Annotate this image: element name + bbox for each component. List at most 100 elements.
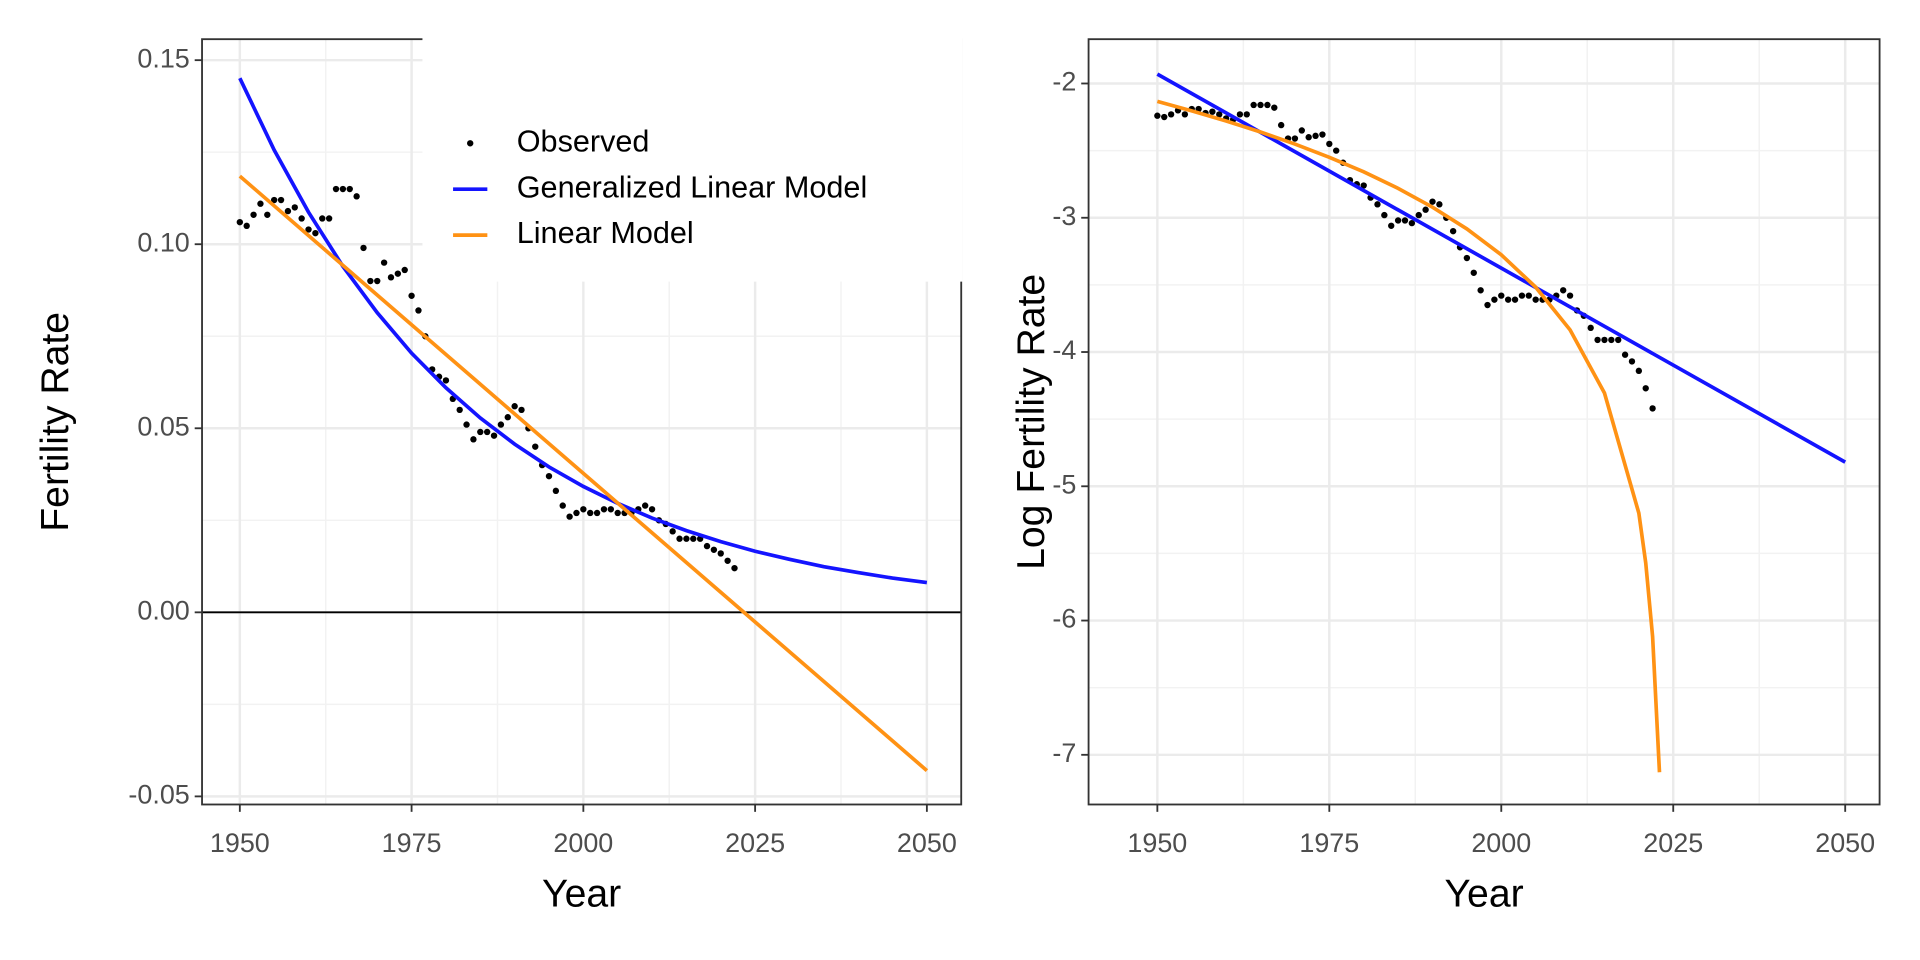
data-point (1401, 217, 1409, 224)
data-point (1498, 292, 1505, 299)
y-tick-label: -7 (1052, 738, 1076, 768)
data-point (1312, 132, 1319, 140)
data-point (367, 277, 374, 285)
data-point (1257, 101, 1264, 109)
data-point (703, 542, 711, 550)
data-point (511, 403, 518, 410)
data-point (1167, 111, 1175, 118)
data-point (1250, 101, 1257, 109)
y-axis-title: Fertility Rate (34, 312, 77, 532)
legend-symbol (467, 140, 474, 147)
x-tick-label: 1950 (210, 828, 270, 858)
data-point (1511, 296, 1519, 303)
data-point (1408, 219, 1416, 227)
data-point (1422, 206, 1429, 213)
data-point (1615, 336, 1622, 344)
legend-background (422, 36, 963, 282)
data-point (731, 564, 738, 572)
x-tick-label: 2050 (1815, 828, 1875, 858)
data-point (483, 428, 491, 436)
y-tick-label: 0.10 (137, 227, 189, 257)
data-layer (236, 77, 929, 773)
data-point (339, 185, 347, 193)
data-point (1326, 140, 1333, 148)
data-point (504, 414, 511, 421)
data-point (312, 229, 319, 237)
data-point (1649, 405, 1656, 412)
data-point (1216, 111, 1223, 118)
data-point (1642, 385, 1649, 392)
data-point (648, 506, 656, 513)
data-point (1360, 182, 1367, 189)
model-line (1156, 99, 1662, 773)
y-axis-title: Log Fertility Rate (1010, 274, 1053, 570)
data-point (1236, 111, 1244, 118)
data-point (1319, 131, 1326, 138)
data-point (518, 406, 525, 414)
data-point (600, 506, 608, 513)
data-point (1525, 292, 1532, 299)
data-point (1277, 121, 1285, 129)
data-point (587, 509, 594, 517)
panel: -7 -6 -5 -4 -3 -2 1950 1975 2000 2025 2050 Year Log … (1010, 38, 1881, 916)
legend-label: Generalized Linear Model (517, 170, 868, 204)
data-point (442, 377, 450, 384)
data-point (532, 443, 539, 450)
data-point (545, 472, 553, 480)
data-point (1477, 287, 1484, 294)
x-tick-label: 2025 (1643, 828, 1703, 858)
data-point (1374, 201, 1381, 208)
x-tick-label: 1975 (382, 828, 442, 858)
model-line (1156, 72, 1847, 464)
data-point (690, 535, 697, 542)
model-line (238, 77, 928, 585)
data-point (683, 535, 690, 542)
data-point (408, 292, 415, 299)
data-point (614, 509, 621, 517)
data-point (566, 513, 573, 520)
data-point (1264, 101, 1271, 109)
data-point (724, 557, 731, 564)
y-tick-label: 0.05 (137, 411, 189, 441)
y-tick-label: 0.15 (137, 43, 189, 73)
data-point (1463, 254, 1471, 262)
data-point (264, 211, 271, 218)
data-point (463, 421, 470, 428)
data-point (243, 222, 250, 230)
y-tick-label: -5 (1052, 469, 1076, 499)
data-point (1436, 201, 1443, 208)
data-point (1181, 111, 1189, 118)
x-axis-title: Year (542, 873, 621, 916)
x-tick-label: 1975 (1299, 828, 1359, 858)
data-layer (1154, 72, 1847, 773)
data-point (319, 215, 326, 222)
data-point (1635, 367, 1643, 375)
data-point (593, 509, 601, 517)
data-point (1333, 147, 1340, 154)
panel-border (1087, 38, 1881, 806)
data-point (497, 421, 505, 428)
plot-background (1088, 39, 1880, 805)
data-point (1291, 135, 1299, 142)
x-tick-label: 2000 (1471, 828, 1531, 858)
data-point (1415, 211, 1422, 219)
data-point (257, 200, 264, 207)
y-tick-label: -0.05 (128, 780, 189, 810)
data-point (305, 226, 312, 233)
data-point (236, 218, 244, 226)
data-point (580, 506, 587, 513)
data-point (1560, 287, 1567, 294)
data-point (669, 528, 676, 535)
data-point (717, 550, 724, 557)
data-point (346, 185, 353, 193)
data-point (1491, 296, 1498, 303)
y-tick-label: 0.00 (137, 595, 189, 625)
data-point (1161, 113, 1168, 121)
legend: Observed Generalized Linear Model Linear M… (422, 36, 963, 282)
data-point (1271, 104, 1278, 111)
data-point (1449, 227, 1457, 235)
x-tick-label: 2050 (897, 828, 957, 858)
data-point (1601, 336, 1608, 344)
